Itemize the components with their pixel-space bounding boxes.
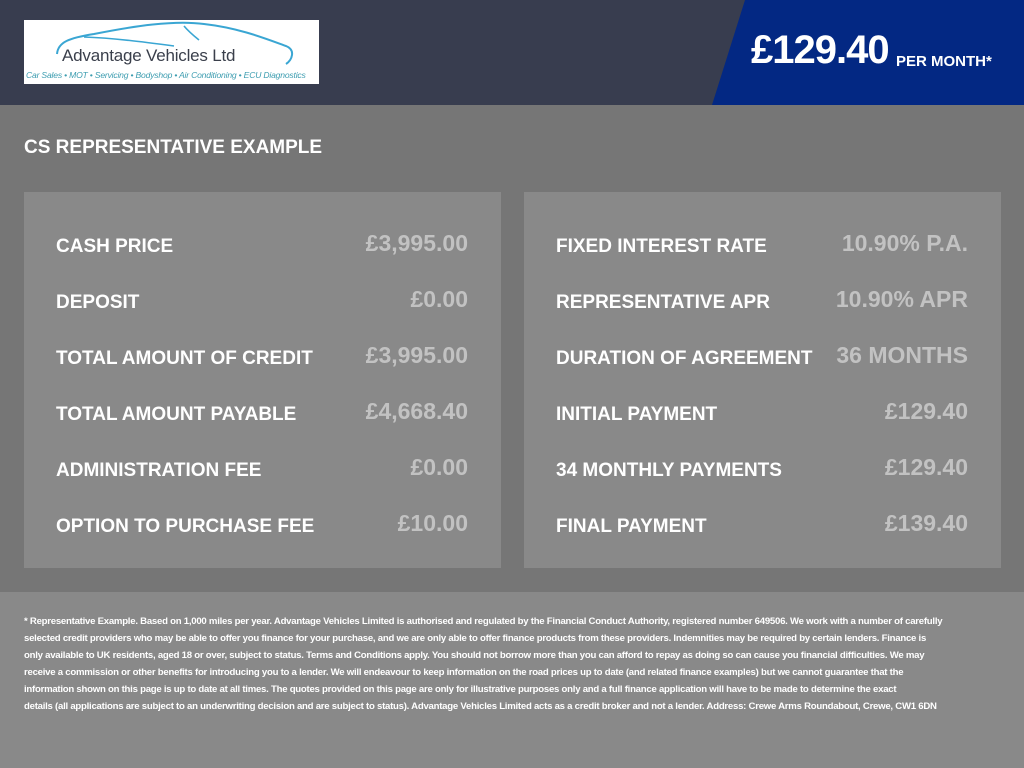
row-value: £10.00 bbox=[397, 510, 468, 536]
row-value: £4,668.40 bbox=[365, 398, 468, 424]
finance-panel-left: CASH PRICE £3,995.00 DEPOSIT £0.00 TOTAL AMO… bbox=[24, 192, 501, 568]
row-value: £0.00 bbox=[410, 454, 468, 480]
finance-row: OPTION TO PURCHASE FEE £10.00 bbox=[56, 510, 468, 540]
finance-row: ADMINISTRATION FEE £0.00 bbox=[56, 454, 468, 484]
row-value: 10.90% APR bbox=[835, 286, 968, 312]
row-value: £0.00 bbox=[410, 286, 468, 312]
company-logo[interactable]: Advantage Vehicles Ltd Car Sales • MOT •… bbox=[24, 20, 319, 84]
disclaimer-line: * Representative Example. Based on 1,000… bbox=[24, 616, 943, 627]
row-label: ADMINISTRATION FEE bbox=[56, 460, 262, 481]
row-label: FIXED INTEREST RATE bbox=[556, 236, 767, 257]
section-title: CS REPRESENTATIVE EXAMPLE bbox=[24, 137, 323, 158]
row-value: 10.90% P.A. bbox=[841, 230, 968, 256]
header: Advantage Vehicles Ltd Car Sales • MOT •… bbox=[0, 0, 1024, 105]
finance-row: TOTAL AMOUNT PAYABLE £4,668.40 bbox=[56, 398, 468, 428]
finance-row: 34 MONTHLY PAYMENTS £129.40 bbox=[556, 454, 968, 484]
row-label: 34 MONTHLY PAYMENTS bbox=[556, 460, 782, 481]
finance-row: FINAL PAYMENT £139.40 bbox=[556, 510, 968, 540]
per-month-label: PER MONTH* bbox=[896, 53, 992, 70]
finance-row: FIXED INTEREST RATE 10.90% P.A. bbox=[556, 230, 968, 260]
row-label: FINAL PAYMENT bbox=[556, 516, 707, 537]
logo-tagline: Car Sales • MOT • Servicing • Bodyshop •… bbox=[26, 70, 306, 80]
disclaimer-line: details (all applications are subject to… bbox=[24, 701, 937, 712]
row-value: £129.40 bbox=[884, 398, 968, 424]
disclaimer-line: only available to UK residents, aged 18 … bbox=[24, 650, 925, 661]
row-value: £129.40 bbox=[884, 454, 968, 480]
car-outline-icon bbox=[56, 21, 293, 65]
finance-row: DEPOSIT £0.00 bbox=[56, 286, 468, 316]
row-label: DEPOSIT bbox=[56, 292, 140, 313]
row-label: DURATION OF AGREEMENT bbox=[556, 348, 813, 369]
row-label: TOTAL AMOUNT OF CREDIT bbox=[56, 348, 313, 369]
disclaimer: * Representative Example. Based on 1,000… bbox=[0, 592, 1024, 768]
price-band bbox=[712, 0, 1024, 105]
finance-row: TOTAL AMOUNT OF CREDIT £3,995.00 bbox=[56, 342, 468, 372]
row-label: INITIAL PAYMENT bbox=[556, 404, 718, 425]
finance-row: DURATION OF AGREEMENT 36 MONTHS bbox=[556, 342, 968, 372]
disclaimer-line: selected credit providers who may be abl… bbox=[24, 633, 927, 644]
row-label: REPRESENTATIVE APR bbox=[556, 292, 770, 313]
row-label: CASH PRICE bbox=[56, 236, 174, 257]
row-value: £3,995.00 bbox=[365, 342, 468, 368]
disclaimer-line: information shown on this page is up to … bbox=[24, 684, 897, 695]
row-value: £139.40 bbox=[884, 510, 968, 536]
logo-name: Advantage Vehicles Ltd bbox=[62, 46, 236, 65]
disclaimer-line: receive a commission or other benefits f… bbox=[24, 667, 904, 678]
monthly-price: £129.40 bbox=[751, 28, 890, 72]
finance-row: REPRESENTATIVE APR 10.90% APR bbox=[556, 286, 968, 316]
finance-row: INITIAL PAYMENT £129.40 bbox=[556, 398, 968, 428]
row-value: 36 MONTHS bbox=[836, 342, 968, 368]
row-value: £3,995.00 bbox=[365, 230, 468, 256]
finance-row: CASH PRICE £3,995.00 bbox=[56, 230, 468, 260]
finance-panel-right: FIXED INTEREST RATE 10.90% P.A. REPRESENTA… bbox=[524, 192, 1001, 568]
row-label: OPTION TO PURCHASE FEE bbox=[56, 516, 315, 537]
row-label: TOTAL AMOUNT PAYABLE bbox=[56, 404, 297, 425]
